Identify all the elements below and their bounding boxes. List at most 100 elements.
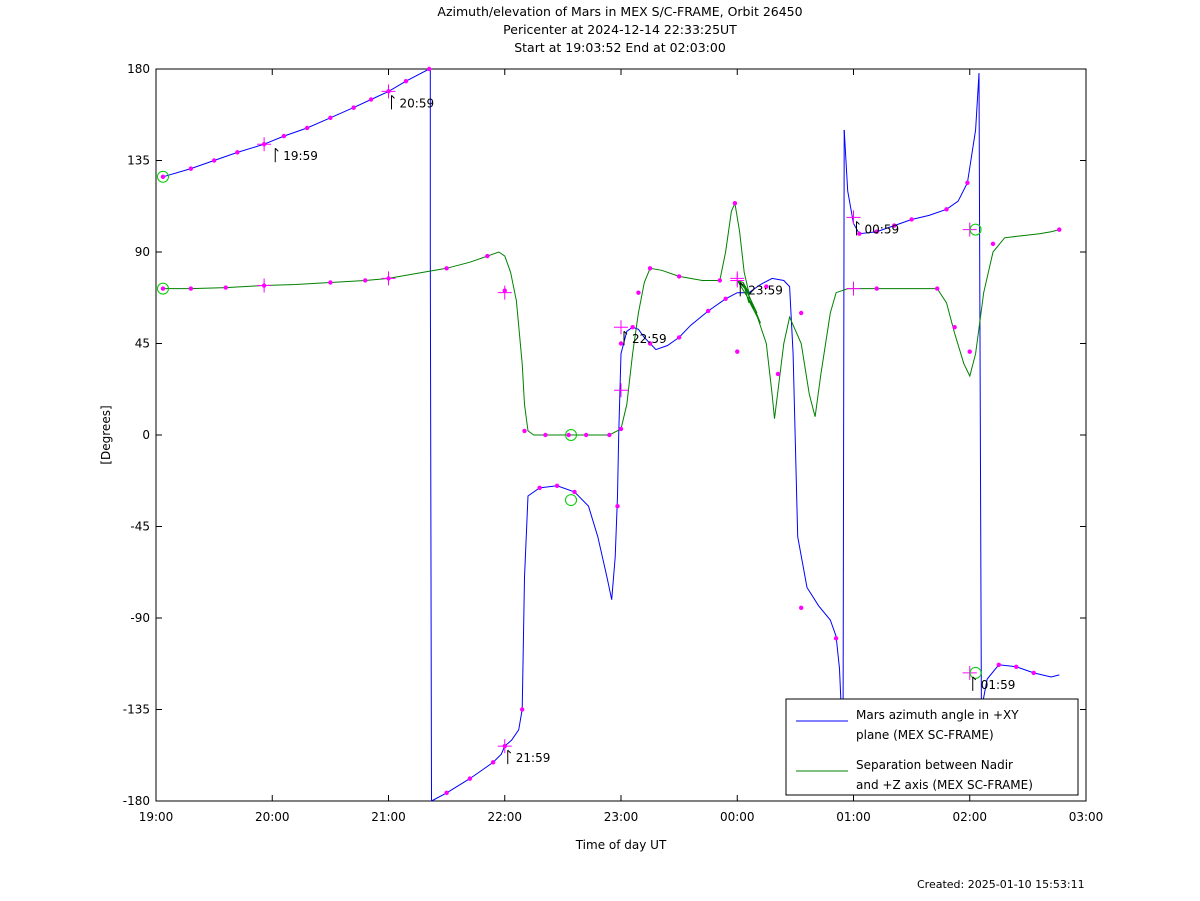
data-point-marker (223, 285, 228, 290)
y-axis-label: [Degrees] (99, 405, 113, 464)
data-point-marker (636, 290, 641, 295)
data-point-marker (160, 174, 166, 179)
data-point-marker (874, 286, 879, 291)
data-point-marker (1057, 227, 1062, 232)
data-point-marker (426, 66, 432, 72)
data-point-marker (566, 432, 571, 438)
time-annotation-arrow (391, 95, 395, 110)
data-point-marker (160, 286, 166, 291)
hour-cross-marker (730, 273, 745, 288)
y-tick-label: -90 (130, 611, 150, 625)
y-tick-label: 45 (135, 337, 150, 351)
data-point-marker (874, 229, 879, 234)
endpoint-circle-marker (565, 429, 578, 441)
y-tick-label: 180 (127, 62, 150, 76)
data-point-marker (537, 485, 542, 491)
x-tick-label: 23:00 (604, 810, 639, 824)
endpoint-circle-marker (156, 282, 169, 295)
data-point-marker (351, 105, 356, 110)
y-tick-label: -45 (130, 520, 150, 534)
endpoint-circle-marker (969, 223, 982, 236)
hour-cross-marker (257, 137, 272, 152)
x-tick-label: 21:00 (371, 810, 406, 824)
x-tick-label: 00:00 (720, 810, 755, 824)
hour-cross-marker (497, 739, 512, 754)
series-line-0 (162, 68, 431, 178)
data-point-marker (705, 308, 711, 314)
data-point-marker (328, 115, 333, 121)
time-annotation-label: 22:59 (632, 332, 667, 346)
data-point-marker (490, 760, 496, 765)
series-line-1 (736, 229, 1060, 419)
data-point-marker (735, 349, 740, 354)
data-point-marker (944, 207, 949, 212)
time-annotation-label: 19:59 (283, 149, 318, 163)
time-annotation-arrow (739, 282, 744, 297)
data-point-marker (1031, 670, 1036, 676)
legend-label-1: and +Z axis (MEX SC-FRAME) (856, 778, 1033, 792)
series-line-1 (163, 201, 761, 436)
data-point-marker (618, 426, 624, 432)
data-point-marker (676, 274, 682, 279)
endpoint-circle-marker (969, 666, 982, 679)
data-point-marker (368, 97, 374, 102)
legend-box (785, 698, 1079, 796)
legend-label-0: Mars azimuth angle in +XY (856, 708, 1019, 722)
data-point-marker (630, 325, 635, 330)
hour-cross-marker (381, 271, 396, 286)
time-annotation-arrow (856, 221, 860, 236)
data-point-marker (833, 636, 839, 641)
data-point-marker (188, 286, 194, 291)
data-point-marker (775, 371, 781, 377)
time-annotation-label: 00:59 (865, 222, 900, 236)
y-tick-label: 135 (127, 154, 150, 168)
series-line-0 (842, 129, 845, 761)
data-point-marker (990, 241, 996, 247)
y-tick-label: 0 (142, 428, 150, 442)
data-point-marker (935, 286, 940, 291)
data-point-marker (281, 133, 287, 139)
hour-cross-marker (497, 285, 512, 300)
data-point-marker (717, 278, 723, 283)
time-annotation-label: 23:59 (748, 283, 783, 297)
hour-cross-marker (381, 84, 396, 99)
data-point-marker (732, 201, 738, 206)
x-axis-label: Time of day UT (575, 838, 667, 852)
time-annotation-arrow (507, 749, 512, 765)
x-tick-label: 20:00 (255, 810, 290, 824)
x-tick-label: 03:00 (1069, 810, 1104, 824)
data-point-marker (304, 125, 310, 131)
x-tick-label: 01:00 (836, 810, 871, 824)
data-point-marker (444, 266, 449, 271)
time-annotation-label: 21:59 (516, 751, 551, 765)
time-annotation-label: 20:59 (400, 96, 435, 110)
legend-label-1: Separation between Nadir (856, 758, 1013, 772)
series-line-0 (429, 69, 432, 802)
time-annotation-label: 01:59 (981, 678, 1016, 692)
created-timestamp: Created: 2025-01-10 15:53:11 (917, 878, 1085, 891)
data-point-marker (583, 432, 589, 438)
data-point-marker (235, 150, 240, 155)
data-point-marker (857, 231, 862, 236)
data-point-marker (615, 503, 620, 509)
data-point-marker (485, 253, 490, 259)
data-point-marker (647, 266, 653, 271)
data-point-marker (909, 217, 914, 222)
y-tick-label: -180 (123, 794, 150, 808)
data-point-marker (891, 223, 897, 228)
series-line-0 (843, 73, 980, 235)
hour-cross-marker (614, 320, 628, 335)
x-tick-label: 22:00 (487, 810, 522, 824)
endpoint-circle-marker (156, 170, 169, 183)
data-point-marker (467, 776, 473, 781)
legend-label-0: plane (MEX SC-FRAME) (856, 728, 994, 742)
data-point-marker (211, 158, 217, 163)
data-point-marker (519, 707, 525, 712)
chart-title-line-3: Start at 19:03:52 End at 02:03:00 (514, 40, 726, 55)
hour-cross-marker (257, 278, 272, 293)
data-point-marker (676, 335, 682, 340)
data-point-marker (522, 428, 527, 434)
data-point-marker (798, 310, 804, 316)
endpoint-circle-marker (565, 494, 578, 507)
data-point-marker (572, 489, 577, 495)
